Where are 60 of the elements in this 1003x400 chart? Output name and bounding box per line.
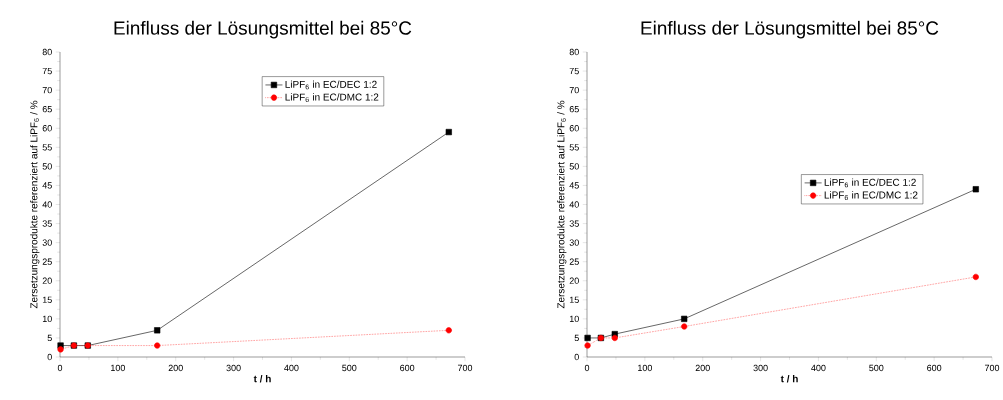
y-tick-label: 15 [42, 296, 52, 303]
x-tick-label: 0 [584, 364, 590, 372]
y-axis-title: Zersetzungsprodukte referenziert auf LiPF$_{6}$ / % [30, 100, 40, 309]
y-tick-label: 20 [42, 277, 52, 284]
x-axis-title: t / h [780, 374, 798, 383]
legend-label: LiPF$_{6}$ in EC/DEC 1:2 [824, 178, 916, 188]
chart-title: Einfluss der Lösungsmittel bei 85°C [114, 20, 412, 39]
y-tick-label: 45 [569, 182, 579, 189]
y-tick-label: 50 [569, 163, 579, 170]
x-tick-label: 400 [811, 364, 826, 372]
x-tick-label: 300 [753, 364, 768, 372]
y-tick-label: 0 [47, 353, 52, 361]
y-tick-label: 65 [42, 106, 52, 113]
y-tick-label: 80 [569, 48, 579, 56]
y-tick-label: 50 [42, 163, 52, 170]
x-tick-label: 100 [111, 364, 125, 372]
y-tick-label: 55 [569, 144, 579, 151]
y-tick-label: 60 [569, 125, 579, 132]
y-tick-label: 35 [42, 220, 52, 227]
y-tick-label: 25 [569, 258, 579, 265]
y-tick-label: 65 [569, 106, 579, 113]
y-tick-label: 40 [42, 201, 52, 208]
y-tick-label: 45 [42, 182, 52, 189]
x-tick-label: 500 [869, 364, 884, 372]
y-tick-label: 75 [569, 67, 579, 75]
x-tick-label: 200 [168, 364, 183, 372]
y-tick-label: 0 [574, 353, 579, 361]
x-axis-title: t / h [253, 374, 271, 383]
x-tick-label: 300 [226, 364, 241, 372]
y-tick-label: 75 [42, 67, 52, 75]
x-tick-label: 600 [927, 364, 942, 372]
y-tick-label: 55 [42, 144, 52, 151]
x-tick-label: 700 [984, 364, 1000, 372]
y-tick-label: 30 [569, 239, 579, 246]
y-tick-label: 5 [574, 334, 579, 342]
x-tick-label: 500 [342, 364, 357, 372]
x-tick-label: 400 [284, 364, 299, 372]
y-tick-label: 25 [42, 258, 52, 265]
legend-label: LiPF$_{6}$ in EC/DMC 1:2 [285, 93, 379, 103]
y-tick-label: 35 [569, 220, 579, 227]
y-tick-label: 10 [569, 315, 579, 323]
x-tick-label: 100 [638, 364, 652, 372]
legend-label: LiPF$_{6}$ in EC/DEC 1:2 [285, 80, 377, 90]
x-tick-label: 0 [57, 364, 63, 372]
y-axis-title: Zersetzungsprodukte referenziert auf LiPF$_{6}$ / % [557, 100, 567, 309]
y-tick-label: 40 [569, 201, 579, 208]
y-tick-label: 20 [569, 277, 579, 284]
x-tick-label: 200 [695, 364, 710, 372]
y-tick-label: 5 [47, 334, 52, 342]
chart-title: Einfluss der Lösungsmittel bei 85°C [641, 20, 939, 39]
x-tick-label: 600 [400, 364, 415, 372]
y-tick-label: 70 [42, 86, 52, 94]
y-tick-label: 60 [42, 125, 52, 132]
y-tick-label: 15 [569, 296, 579, 303]
y-tick-label: 70 [569, 86, 579, 94]
y-tick-label: 30 [42, 239, 52, 246]
y-tick-label: 10 [42, 315, 52, 323]
y-tick-label: 80 [42, 48, 52, 56]
legend-label: LiPF$_{6}$ in EC/DMC 1:2 [824, 191, 918, 201]
x-tick-label: 700 [457, 364, 473, 372]
